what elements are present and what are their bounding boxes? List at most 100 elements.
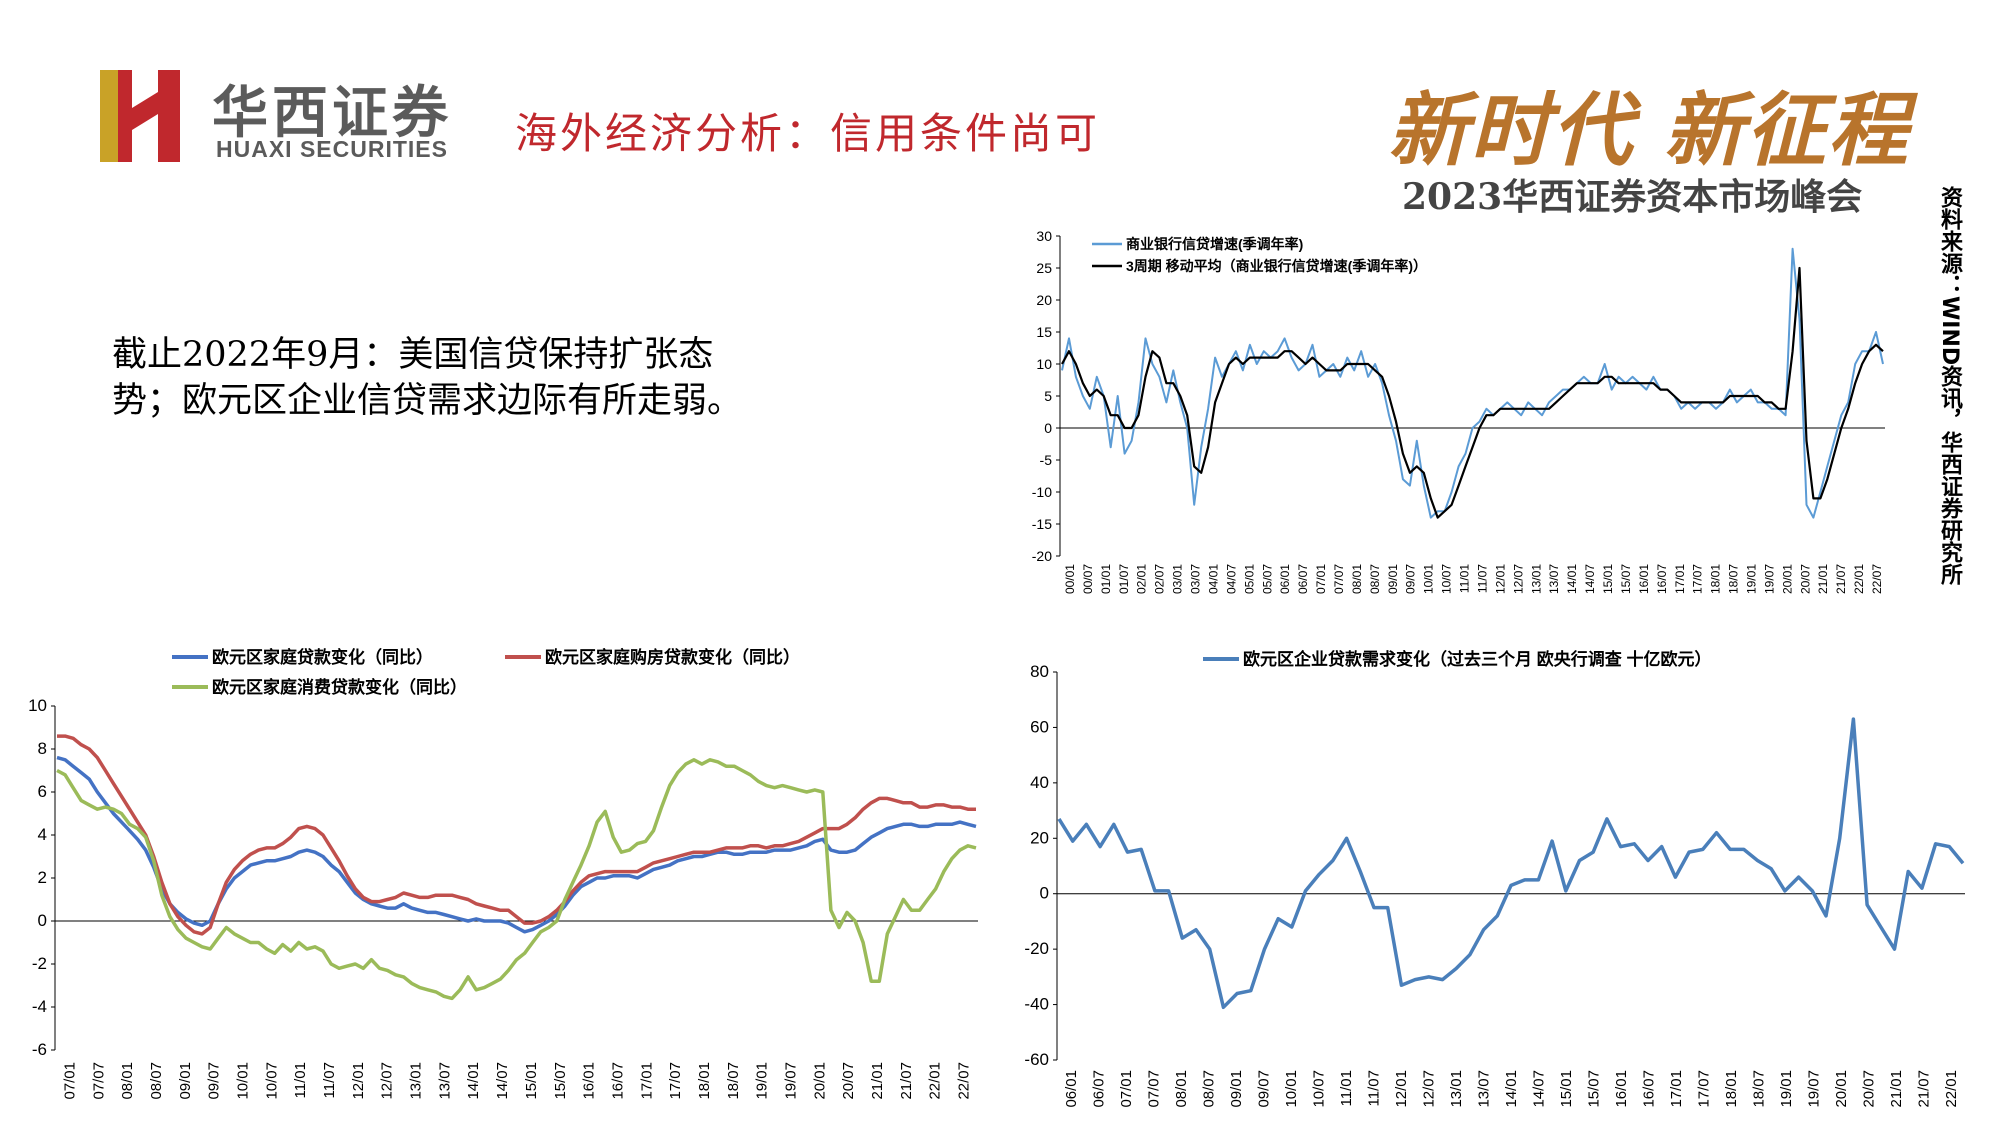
- x-tick-label: 03/01: [1171, 564, 1185, 594]
- y-tick-label: 30: [1036, 228, 1052, 244]
- x-tick-label: 19/07: [1806, 1070, 1823, 1108]
- legend-label: 欧元区家庭购房贷款变化（同比）: [545, 647, 800, 667]
- x-tick-label: 17/07: [1696, 1070, 1713, 1108]
- x-tick-label: 17/07: [1691, 564, 1705, 594]
- x-tick-label: 21/01: [1888, 1070, 1905, 1108]
- x-tick-label: 20/01: [1833, 1070, 1850, 1108]
- x-tick-label: 07/01: [1118, 1070, 1135, 1108]
- y-tick-label: 0: [1044, 420, 1052, 436]
- summary-line-1: 截止2022年9月：美国信贷保持扩张态: [112, 335, 714, 375]
- x-tick-label: 04/01: [1206, 564, 1220, 594]
- y-tick-label: -15: [1032, 516, 1052, 532]
- x-tick-label: 10/01: [234, 1062, 251, 1100]
- x-tick-label: 05/07: [1260, 564, 1274, 594]
- x-tick-label: 12/01: [1393, 1070, 1410, 1108]
- x-tick-label: 04/07: [1224, 564, 1238, 594]
- x-tick-label: 12/01: [1493, 564, 1507, 594]
- y-tick-label: -20: [1024, 939, 1049, 958]
- x-tick-label: 16/01: [1637, 564, 1651, 594]
- x-tick-label: 16/07: [1641, 1070, 1658, 1108]
- x-tick-label: 09/01: [1386, 564, 1400, 594]
- summit-name: 2023华西证券资本市场峰会: [1402, 176, 1863, 218]
- y-tick-label: 60: [1030, 717, 1049, 736]
- x-tick-label: 15/07: [1619, 564, 1633, 594]
- x-tick-label: 07/01: [61, 1062, 78, 1100]
- x-tick-label: 14/01: [465, 1062, 482, 1100]
- y-tick-label: -6: [32, 1040, 47, 1059]
- x-tick-label: 14/07: [494, 1062, 511, 1100]
- x-tick-label: 15/01: [1601, 564, 1615, 594]
- x-tick-label: 13/01: [1448, 1070, 1465, 1108]
- huaxi-logo-icon: [100, 70, 180, 162]
- x-tick-label: 21/01: [869, 1062, 886, 1100]
- legend-label: 欧元区家庭消费贷款变化（同比）: [212, 677, 467, 697]
- x-tick-label: 14/07: [1583, 564, 1597, 594]
- x-tick-label: 18/01: [1723, 1070, 1740, 1108]
- brand-name-cn: 华西证券: [212, 81, 452, 146]
- x-tick-label: 01/01: [1099, 564, 1113, 594]
- x-tick-label: 08/01: [1173, 1070, 1190, 1108]
- x-tick-label: 10/07: [263, 1062, 280, 1100]
- x-tick-label: 01/07: [1117, 564, 1131, 594]
- x-tick-label: 08/07: [148, 1062, 165, 1100]
- y-tick-label: 4: [38, 825, 47, 844]
- y-tick-label: 6: [38, 782, 47, 801]
- y-tick-label: -20: [1032, 548, 1052, 564]
- x-tick-label: 10/07: [1310, 1070, 1327, 1108]
- x-tick-label: 11/07: [1475, 564, 1489, 593]
- x-tick-label: 11/07: [1365, 1070, 1382, 1106]
- x-tick-label: 15/07: [1586, 1070, 1603, 1108]
- x-tick-label: 17/01: [1668, 1070, 1685, 1108]
- x-tick-label: 13/07: [1547, 564, 1561, 594]
- x-tick-label: 12/07: [1511, 564, 1525, 594]
- x-tick-label: 08/01: [119, 1062, 136, 1100]
- x-tick-label: 09/01: [1228, 1070, 1245, 1108]
- x-tick-label: 06/01: [1278, 564, 1292, 594]
- y-tick-label: 80: [1030, 662, 1049, 681]
- slogan: 新时代 新征程: [1388, 83, 1910, 177]
- x-tick-label: 21/07: [1834, 564, 1848, 594]
- x-tick-label: 00/01: [1063, 564, 1077, 594]
- x-tick-label: 11/07: [321, 1062, 338, 1098]
- summary-line-2: 势；欧元区企业信贷需求边际有所走弱。: [112, 381, 743, 421]
- series-line-0: [56, 755, 977, 934]
- x-tick-label: 22/01: [1852, 564, 1866, 594]
- x-tick-label: 14/07: [1531, 1070, 1548, 1108]
- x-tick-label: 16/01: [581, 1062, 598, 1100]
- x-tick-label: 07/07: [90, 1062, 107, 1100]
- x-tick-label: 09/07: [206, 1062, 223, 1100]
- y-tick-label: 20: [1030, 828, 1049, 847]
- x-tick-label: 16/01: [1613, 1070, 1630, 1108]
- source-note: 资料来源：WIND资讯，华西证券研究所: [1937, 186, 1962, 586]
- x-tick-label: 15/01: [1558, 1070, 1575, 1108]
- y-tick-label: 10: [1036, 356, 1052, 372]
- x-tick-label: 19/01: [1778, 1070, 1795, 1108]
- series-line-1: [57, 734, 976, 936]
- x-tick-label: 09/07: [1255, 1070, 1272, 1108]
- legend-label: 欧元区家庭贷款变化（同比）: [212, 647, 433, 667]
- x-tick-label: 21/07: [1916, 1070, 1933, 1108]
- x-tick-label: 19/07: [783, 1062, 800, 1100]
- x-tick-label: 06/01: [1063, 1070, 1080, 1108]
- x-tick-label: 20/01: [1780, 564, 1794, 594]
- x-tick-label: 22/01: [927, 1062, 944, 1100]
- x-tick-label: 15/01: [523, 1062, 540, 1100]
- x-tick-label: 00/07: [1081, 564, 1095, 594]
- x-tick-label: 12/01: [350, 1062, 367, 1100]
- legend-label: 3周期 移动平均（商业银行信贷增速(季调年率)）: [1126, 258, 1427, 274]
- brand-name-en: HUAXI SECURITIES: [216, 136, 448, 162]
- y-tick-label: 2: [38, 868, 47, 887]
- x-tick-label: 06/07: [1090, 1070, 1107, 1108]
- y-tick-label: -5: [1040, 452, 1053, 468]
- y-tick-label: -40: [1024, 995, 1049, 1014]
- y-tick-label: 20: [1036, 292, 1052, 308]
- legend-label: 商业银行信贷增速(季调年率): [1126, 236, 1303, 252]
- x-tick-label: 07/01: [1314, 564, 1328, 594]
- x-tick-label: 20/07: [840, 1062, 857, 1100]
- x-tick-label: 18/07: [725, 1062, 742, 1100]
- x-tick-label: 13/01: [1529, 564, 1543, 594]
- x-tick-label: 16/07: [1655, 564, 1669, 594]
- us-credit-chart: -20 -15 -10 -5 0 5 10 15 20 25 30 00/01 00/07 01/01 01…: [1032, 228, 1885, 594]
- x-tick-label: 17/01: [638, 1062, 655, 1100]
- x-tick-label: 18/07: [1751, 1070, 1768, 1108]
